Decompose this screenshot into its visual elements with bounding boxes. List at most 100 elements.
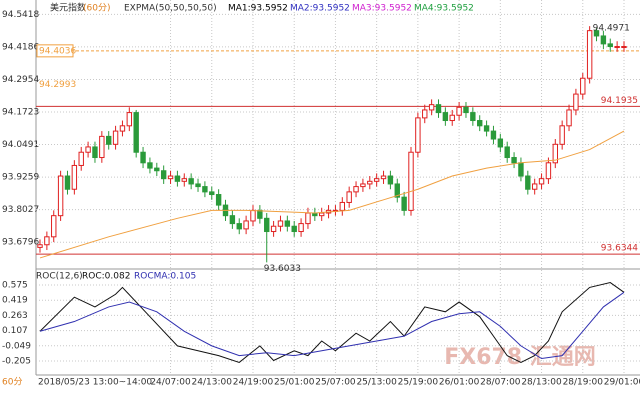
x-tick-label: 28/07:00: [480, 378, 521, 388]
x-tick-label: 25/07:00: [315, 378, 356, 388]
candle-body: [511, 157, 517, 164]
candle-body: [140, 151, 146, 164]
y-tick-label: 0.107: [2, 326, 28, 336]
y-tick-label: 0.419: [2, 296, 28, 306]
y-tick-label: 94.5418: [2, 10, 39, 20]
candle-body: [573, 93, 579, 111]
watermark: FX678 汇通网: [444, 345, 596, 370]
y-tick-label: 93.9259: [2, 173, 39, 183]
candle-body: [270, 225, 277, 233]
y-tick-label: 0.575: [2, 281, 28, 291]
x-tick-label: 25/13:00: [356, 378, 397, 388]
roc-title: ROC(12,6): [36, 272, 83, 282]
max-label: 94.4971: [593, 24, 630, 34]
candle-body: [456, 106, 462, 116]
candle-body: [463, 106, 469, 114]
candle-body: [133, 112, 139, 153]
y-tick-label: 94.2954: [2, 75, 39, 85]
candle-body: [353, 186, 359, 193]
candle-body: [291, 225, 297, 233]
series-line: [39, 130, 625, 259]
candle-body: [92, 146, 98, 159]
candle-body: [394, 183, 400, 198]
y-tick-label: 93.8027: [2, 205, 39, 215]
ma-label: MA1:93.5952: [228, 4, 288, 14]
candle-body: [428, 104, 435, 111]
candle-body: [387, 175, 394, 185]
level-label: 94.1935: [601, 96, 638, 106]
candle-body: [202, 186, 208, 193]
ma-label: MA3:93.5952: [352, 4, 412, 14]
candle-body: [167, 175, 174, 180]
indicator: EXPMA(50,50,50,50): [124, 4, 217, 14]
candle-body: [408, 151, 414, 211]
candle-body: [545, 162, 552, 180]
candle-body: [360, 183, 366, 188]
y-tick-label: 94.0491: [2, 140, 39, 150]
min-label: 93.6033: [264, 264, 301, 274]
x-tick-label: 25/19:00: [398, 378, 439, 388]
candle-body: [339, 201, 346, 211]
candle-body: [305, 212, 311, 225]
candle-body: [367, 180, 373, 185]
level-label: 93.6344: [601, 244, 638, 254]
candle-body: [346, 191, 352, 203]
candle-body: [64, 175, 71, 190]
candle-body: [250, 209, 256, 222]
candle-body: [442, 112, 449, 122]
candle-body: [51, 215, 57, 238]
candle-body: [195, 183, 201, 188]
candle-body: [373, 178, 380, 182]
x-tick-label: 29/01:00: [604, 378, 640, 388]
candle-body: [435, 104, 442, 114]
candle-body: [518, 162, 524, 177]
x-tick-label: 24/19:00: [233, 378, 274, 388]
y-tick-label: 94.1723: [2, 107, 39, 117]
period-tag: 60分: [2, 377, 22, 388]
candle-body: [277, 220, 284, 227]
candle-body: [490, 130, 497, 140]
candle-body: [470, 112, 476, 122]
candle-body: [525, 175, 531, 190]
candle-body: [477, 120, 483, 127]
candle-body: [99, 135, 105, 159]
candle-body: [71, 164, 78, 190]
candle-body: [215, 194, 222, 206]
legend-label: ROCMA:0.105: [134, 272, 196, 282]
candle-body: [559, 125, 565, 145]
candle-body: [621, 46, 627, 49]
candle-body: [174, 175, 181, 182]
candle-body: [318, 212, 325, 217]
candle-body: [264, 217, 270, 233]
x-tick-label: 24/07:00: [150, 378, 191, 388]
candle-body: [538, 178, 545, 185]
candle-body: [593, 30, 600, 37]
candle-body: [112, 130, 119, 145]
candle-body: [147, 162, 153, 169]
x-tick-label: 28/13:00: [521, 378, 562, 388]
candle-body: [483, 125, 490, 132]
candle-body: [504, 146, 510, 159]
candle-body: [422, 109, 428, 119]
cursor-time: 2018/05/23 13:00~14:00: [38, 378, 152, 388]
y-tick-label: 93.6796: [2, 238, 39, 248]
candle-body: [284, 220, 291, 227]
series-line: [39, 282, 625, 363]
candle-body: [580, 77, 586, 95]
x-tick-label: 25/01:00: [274, 378, 315, 388]
candle-body: [531, 183, 538, 190]
candle-body: [566, 109, 572, 127]
x-tick-label: 24/13:00: [192, 378, 233, 388]
y-tick-label: -0.049: [2, 341, 31, 351]
candle-body: [257, 209, 263, 219]
candle-body: [236, 223, 242, 230]
candle-body: [78, 151, 84, 166]
candle-body: [380, 175, 387, 180]
candle-body: [600, 35, 607, 45]
candle-body: [37, 244, 43, 248]
legend-label: ROC:0.082: [82, 272, 130, 282]
level-label-box: [36, 44, 74, 58]
candle-body: [586, 30, 593, 79]
candle-body: [106, 135, 112, 145]
